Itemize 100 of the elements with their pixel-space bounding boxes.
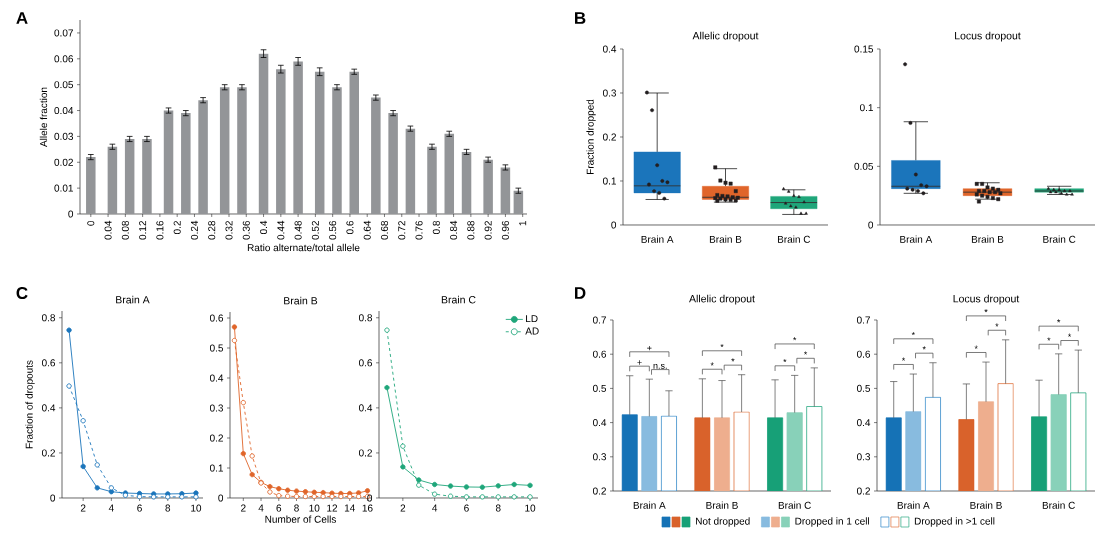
y-tick-label: 0.2 (41, 449, 55, 457)
y-tick-label: 0.07 (54, 29, 73, 37)
y-tick-label: 0.7 (856, 316, 870, 324)
annotation: * (911, 331, 915, 336)
x-tick-label: 0 (87, 220, 95, 226)
x-tick-label: 0.32 (225, 221, 233, 240)
annotation: * (901, 357, 906, 361)
x-tick-label: 0.44 (277, 220, 285, 240)
y-tick-label: 0.1 (859, 104, 873, 112)
y-tick-label: 0.6 (856, 350, 871, 358)
y-tick-label: 0.6 (41, 359, 56, 367)
x-tick-label: 0.12 (139, 221, 147, 240)
y-tick-label: 0.4 (856, 419, 871, 427)
y-tick-label: 0.7 (592, 316, 606, 324)
y-tick-label: 0.02 (54, 158, 73, 166)
x-tick-label: 0.4 (260, 220, 268, 235)
annotation: + (637, 360, 642, 365)
y-tick-label: 0.06 (54, 55, 74, 63)
x-tick-label: 12 (327, 504, 338, 512)
x-tick-label: 10 (191, 504, 202, 512)
y-tick-label: 0.3 (592, 453, 607, 461)
annotation: * (974, 345, 978, 349)
y-tick-label: 0.15 (854, 45, 874, 53)
legend-label: Dropped in >1 cell (914, 517, 995, 527)
annotation: * (1047, 337, 1051, 341)
y-tick-label: 0.2 (209, 434, 223, 442)
x-tick-label: 4 (432, 504, 438, 512)
annotation: + (647, 345, 652, 351)
x-tick-label: 6 (464, 504, 469, 512)
chart-title: Locus dropout (953, 294, 1020, 305)
y-tick-label: 0 (50, 494, 56, 502)
chart-title: Brain B (284, 296, 318, 305)
annotation: * (783, 358, 787, 363)
annotation: * (1057, 319, 1061, 323)
chart-title: Allelic dropout (689, 294, 755, 305)
x-tick-label: 6 (276, 504, 282, 512)
x-tick-label: 0.24 (190, 220, 198, 240)
x-tick-label: 0.2 (173, 221, 181, 235)
text: * (984, 309, 988, 313)
y-tick-label: 0.4 (602, 45, 617, 53)
x-tick-label: 1 (519, 221, 527, 226)
x-tick-label: 8 (495, 504, 501, 512)
x-tick-label: 2 (400, 504, 406, 512)
y-axis-title: Fraction of dropouts (25, 360, 35, 449)
x-tick-label: 0.76 (415, 220, 423, 240)
x-tick-label: Brain A (900, 235, 933, 243)
y-tick-label: 0.2 (592, 487, 606, 495)
x-tick-label: 10 (525, 504, 536, 512)
y-tick-label: 0.6 (209, 314, 224, 322)
legend-label: Not dropped (696, 517, 750, 527)
x-tick-label: 0.88 (467, 220, 475, 240)
y-axis-title: Fraction dropped (586, 99, 596, 174)
text: A (16, 12, 28, 24)
x-tick-label: Brain B (709, 235, 742, 243)
x-tick-label: 10 (309, 504, 320, 512)
x-tick-label: Brain B (970, 501, 1002, 509)
y-tick-label: 0.04 (54, 107, 74, 115)
y-tick-label: 0.4 (41, 404, 56, 412)
y-tick-label: 0.6 (592, 350, 607, 358)
annotation: * (995, 323, 999, 327)
x-tick-label: 16 (362, 504, 373, 512)
annotation: * (803, 351, 808, 355)
x-tick-label: 4 (258, 504, 264, 512)
x-tick-label: 0.68 (380, 220, 389, 240)
legend-label: LD (526, 315, 538, 323)
y-tick-label: 0.6 (358, 359, 373, 367)
y-tick-label: 0.2 (602, 133, 616, 141)
x-tick-label: 0.04 (104, 220, 112, 240)
x-tick-label: Brain B (971, 235, 1004, 243)
y-tick-label: 0.4 (358, 404, 373, 412)
x-tick-label: 0.52 (311, 221, 319, 240)
y-tick-label: 0.05 (854, 162, 874, 170)
x-tick-label: 0.16 (156, 220, 164, 240)
annotation: * (731, 358, 735, 362)
x-tick-label: 0.84 (450, 220, 458, 240)
x-tick-label: 0.72 (398, 221, 406, 240)
x-axis-title: Number of Cells (265, 515, 336, 523)
y-tick-label: 0 (68, 210, 74, 218)
annotation: * (793, 337, 797, 341)
y-tick-label: 0.2 (856, 487, 870, 495)
x-tick-label: 8 (165, 504, 171, 512)
x-tick-label: 4 (108, 504, 114, 512)
x-tick-label: 2 (80, 504, 86, 512)
legend-label: AD (525, 327, 539, 335)
x-tick-label: 0.36 (242, 220, 250, 240)
y-tick-label: 0 (367, 494, 373, 502)
x-tick-label: 14 (344, 504, 355, 512)
x-tick-label: 0.6 (346, 220, 354, 235)
y-tick-label: 0.3 (602, 89, 617, 97)
x-axis-title: Ratio alternate/total allele (247, 243, 360, 252)
x-tick-label: 0.08 (121, 220, 129, 240)
x-tick-label: Brain C (778, 501, 811, 509)
y-tick-label: 0.8 (358, 314, 373, 322)
x-tick-label: 6 (137, 504, 142, 512)
x-tick-label: 0.96 (501, 220, 509, 240)
x-tick-label: Brain C (1043, 235, 1076, 243)
chart-title: Locus dropout (955, 31, 1021, 42)
chart-title: Allelic dropout (692, 31, 759, 42)
x-tick-label: 0.48 (294, 220, 302, 240)
y-tick-label: 0.5 (856, 384, 871, 392)
